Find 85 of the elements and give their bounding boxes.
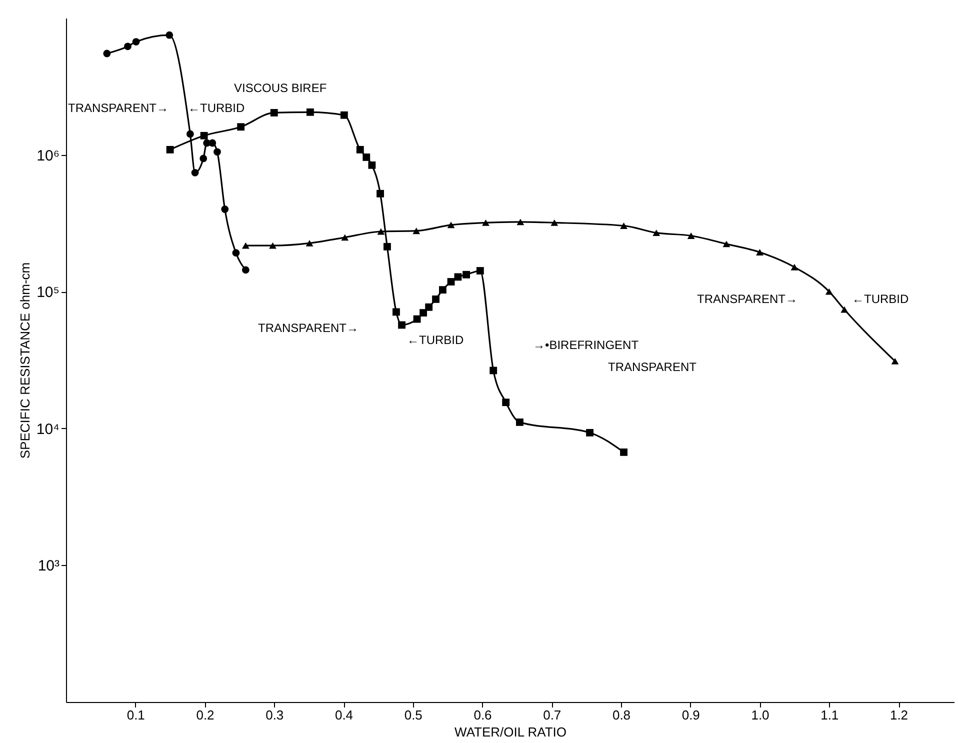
x-tick-label: 0.1: [126, 708, 145, 722]
x-axis-title: WATER/OIL RATIO: [454, 724, 566, 740]
x-tick-label: 0.2: [196, 708, 214, 722]
x-tick-label: 1.2: [890, 708, 908, 722]
y-tick-label: 10³: [38, 558, 60, 575]
point: [447, 278, 455, 286]
annotation: ←TURBID: [852, 292, 909, 306]
point: [756, 249, 764, 256]
point: [447, 222, 455, 228]
annotation: →•BIREFRINGENT: [533, 338, 640, 352]
point: [237, 123, 245, 131]
point: [432, 295, 440, 303]
point: [825, 288, 833, 295]
y-axis-title: SPECIFIC RESISTANCE ohm-cm: [17, 262, 32, 459]
point: [476, 267, 484, 274]
point: [384, 242, 391, 250]
point: [341, 234, 349, 241]
point: [242, 266, 250, 274]
point: [132, 38, 140, 46]
point: [413, 315, 421, 323]
point: [356, 146, 364, 154]
point: [306, 240, 314, 246]
annotation: VISCOUS BIREF: [234, 81, 327, 95]
point: [398, 321, 406, 329]
x-tick-label: 1.1: [820, 708, 839, 722]
y-tick-label: 10⁶: [36, 147, 60, 164]
y-tick-label: 10⁴: [36, 420, 60, 438]
annotation: ←TURBID: [188, 101, 245, 115]
point: [200, 132, 208, 140]
point: [840, 306, 848, 313]
point: [790, 264, 798, 270]
point: [242, 242, 250, 249]
point: [270, 109, 278, 116]
point: [186, 130, 194, 138]
point: [166, 146, 174, 154]
x-tick-label: 0.7: [543, 708, 562, 722]
point: [340, 111, 348, 119]
x-tick-label: 0.4: [334, 708, 354, 722]
point: [490, 366, 498, 374]
point: [586, 429, 594, 436]
point: [392, 308, 400, 316]
point: [124, 42, 132, 50]
point: [454, 273, 462, 281]
point: [516, 218, 524, 226]
annotation: ←TURBID: [407, 333, 464, 347]
point: [412, 228, 420, 234]
x-tick-label: 0.5: [404, 708, 422, 722]
annotation: TRANSPARENT→: [697, 292, 798, 306]
point: [269, 242, 276, 249]
point: [208, 139, 216, 147]
point: [620, 222, 628, 229]
annotation: TRANSPARENT→: [258, 321, 358, 335]
point: [516, 418, 524, 426]
point: [362, 154, 370, 161]
annotation: TRANSPARENT: [608, 360, 698, 374]
point: [425, 303, 433, 311]
point: [368, 161, 376, 169]
x-tick-label: 1.0: [751, 708, 770, 722]
annotation: TRANSPARENT→: [68, 101, 168, 115]
x-tick-label: 0.8: [612, 708, 631, 722]
point: [166, 31, 174, 39]
x-tick-label: 0.3: [266, 708, 284, 722]
point: [482, 219, 490, 226]
point: [439, 286, 446, 294]
point: [687, 232, 695, 239]
point: [200, 154, 208, 162]
point: [420, 309, 427, 316]
point: [722, 240, 730, 248]
x-tick-label: 0.6: [474, 708, 492, 722]
point: [221, 206, 229, 213]
x-tick-label: 0.9: [682, 708, 700, 722]
y-tick-label: 10⁵: [36, 284, 60, 302]
point: [377, 228, 385, 235]
point: [652, 230, 660, 236]
point: [502, 398, 510, 406]
point: [103, 50, 111, 58]
point: [620, 448, 628, 456]
point: [462, 270, 470, 278]
point: [191, 168, 199, 176]
point: [376, 190, 384, 198]
point: [891, 358, 899, 364]
point: [306, 108, 314, 116]
point: [550, 219, 558, 226]
point: [214, 148, 221, 156]
point: [232, 249, 240, 257]
